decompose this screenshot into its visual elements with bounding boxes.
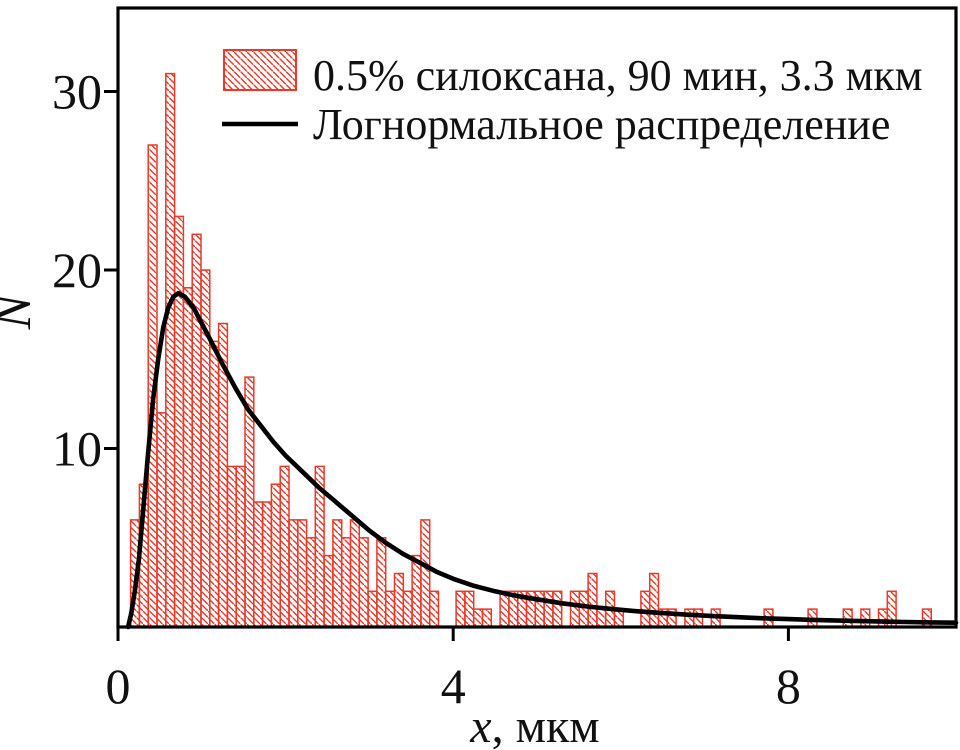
histogram-bar [877, 608, 889, 628]
histogram-bar [182, 287, 193, 628]
x-axis-label: x, мкм [469, 700, 599, 750]
histogram-bar [455, 590, 466, 628]
histogram-bar [860, 608, 871, 628]
histogram-bars [129, 72, 933, 628]
histogram-bar [165, 72, 176, 628]
x-axis-label-unit: , мкм [492, 700, 600, 750]
histogram-bar [297, 519, 308, 628]
histogram-bar [596, 608, 607, 628]
x-tick-label: 8 [776, 658, 801, 714]
histogram-bar [367, 590, 378, 628]
histogram-bar [209, 340, 220, 628]
histogram-bar [226, 465, 237, 628]
histogram-bar [648, 572, 660, 628]
histogram-bar [358, 537, 369, 628]
x-axis-label-symbol: x [469, 700, 491, 750]
histogram-bar [384, 590, 396, 628]
histogram-bar [411, 554, 422, 628]
histogram-bar [349, 519, 361, 628]
x-tick-label: 0 [106, 658, 131, 714]
histogram-bar [569, 590, 581, 628]
x-tick-label: 4 [441, 658, 466, 714]
histogram-bar [534, 590, 545, 628]
histogram-bar [191, 233, 202, 628]
histogram-bar [279, 465, 290, 628]
histogram-bar [156, 412, 167, 628]
histogram-bar [499, 590, 510, 628]
y-tick-label: 20 [52, 242, 102, 298]
histogram-bar [402, 590, 413, 628]
legend: 0.5% силоксана, 90 мин, 3.3 мкмЛогнормал… [222, 49, 923, 149]
histogram-bar [420, 519, 431, 628]
y-tick-label: 30 [52, 64, 102, 120]
histogram-bar [842, 608, 853, 628]
plot-frame [104, 6, 958, 641]
histogram-bar [393, 572, 405, 628]
histogram-bar [428, 590, 440, 628]
histogram-bar [332, 519, 343, 628]
histogram-bar [376, 537, 387, 628]
histogram-bar [481, 608, 493, 628]
lognormal-curve [125, 290, 959, 630]
axis-labels: 0 4 8 10 20 30 x, мкм N [0, 64, 801, 750]
histogram-bar [340, 537, 352, 628]
histogram-bar [173, 215, 185, 628]
histogram-bar [253, 501, 264, 628]
histogram-bar [543, 590, 554, 628]
legend-hatch-swatch [223, 49, 297, 91]
histogram-bar [472, 608, 484, 628]
histogram-bar [587, 572, 598, 628]
lognormal-curve-group [125, 290, 959, 630]
y-tick-label: 10 [52, 421, 102, 477]
plot-border [116, 6, 958, 629]
legend-label-histogram: 0.5% силоксана, 90 мин, 3.3 мкм [313, 51, 923, 100]
histogram-bar [552, 590, 563, 628]
histogram-bar [261, 501, 273, 628]
histogram-bar [235, 465, 246, 628]
histogram-bar [288, 519, 299, 628]
histogram-bar [305, 537, 317, 628]
histogram-bar [684, 608, 695, 628]
histogram-bar [692, 608, 704, 628]
histogram-bar [270, 483, 281, 628]
histogram-bar [323, 554, 334, 628]
y-axis-label: N [0, 291, 42, 330]
histogram-bar [578, 590, 589, 628]
legend-label-curve: Логнормальное распределение [313, 100, 890, 149]
histogram-bar [640, 590, 651, 628]
histogram-bar [464, 590, 475, 628]
